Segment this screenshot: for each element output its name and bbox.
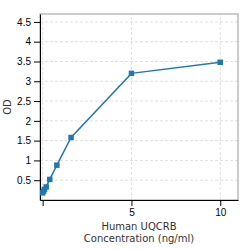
- x-tick-mark: [131, 200, 132, 206]
- grid: [40, 14, 238, 200]
- y-tick-label: 2: [25, 116, 31, 127]
- y-tick: 1.5: [17, 135, 40, 146]
- y-tick: 1: [25, 155, 40, 166]
- x-axis: 5 10: [41, 200, 239, 218]
- grid-line-y: [40, 21, 238, 22]
- y-tick-mark: [34, 180, 40, 181]
- data-point: [68, 135, 73, 140]
- plot-frame: [40, 14, 238, 200]
- data-point: [129, 71, 134, 76]
- y-tick: 4.5: [17, 17, 40, 28]
- y-tick-mark: [34, 42, 40, 43]
- y-axis-line: [40, 15, 41, 201]
- grid-line-y: [40, 61, 238, 62]
- data-line: [43, 62, 221, 193]
- chart: 5 10 0.5 1 1.5 2 2.5 3 3.5 4 4.5 Human UQCRBConcent…: [0, 0, 250, 250]
- y-tick-mark: [34, 160, 40, 161]
- y-tick-mark: [34, 61, 40, 62]
- x-tick-mark: [220, 200, 221, 206]
- x-tick: [43, 200, 44, 206]
- grid-line-y: [40, 180, 238, 181]
- x-tick-label: 5: [129, 207, 135, 218]
- y-tick-mark: [34, 101, 40, 102]
- grid-line-y: [40, 81, 238, 82]
- y-tick: 2.5: [17, 96, 40, 107]
- y-tick-label: 3: [25, 76, 31, 87]
- y-tick: 0.5: [17, 175, 40, 186]
- y-tick-label: 0.5: [17, 175, 31, 186]
- grid-line-y: [40, 120, 238, 121]
- data-point: [43, 184, 48, 189]
- x-tick: 10: [215, 200, 227, 218]
- y-tick: 2: [25, 116, 40, 127]
- y-tick-label: 1.5: [17, 135, 31, 146]
- x-tick: 5: [129, 200, 135, 218]
- y-tick-label: 2.5: [17, 96, 31, 107]
- x-axis-line: [41, 200, 239, 201]
- y-tick: 4: [25, 36, 40, 47]
- grid-line-y: [40, 41, 238, 42]
- y-tick: 3: [25, 76, 40, 87]
- data-point: [47, 177, 52, 182]
- y-tick-label: 1: [25, 155, 31, 166]
- y-tick-label: 4.5: [17, 17, 31, 28]
- y-tick-mark: [34, 141, 40, 142]
- y-tick-mark: [34, 121, 40, 122]
- x-axis-title: Human UQCRBConcentration (ng/ml): [84, 221, 194, 244]
- y-tick: 3.5: [17, 56, 40, 67]
- y-tick-label: 4: [25, 36, 31, 47]
- y-axis-title: OD: [2, 99, 13, 115]
- grid-line-y: [40, 160, 238, 161]
- y-axis: 0.5 1 1.5 2 2.5 3 3.5 4 4.5: [17, 15, 40, 201]
- data-point: [218, 60, 223, 65]
- y-tick-label: 3.5: [17, 56, 31, 67]
- x-tick-mark: [43, 200, 44, 206]
- data-point: [54, 162, 59, 167]
- grid-line-y: [40, 101, 238, 102]
- x-tick-label: 10: [215, 207, 227, 218]
- y-tick-mark: [34, 22, 40, 23]
- y-tick-mark: [34, 81, 40, 82]
- plot-area: [40, 60, 223, 196]
